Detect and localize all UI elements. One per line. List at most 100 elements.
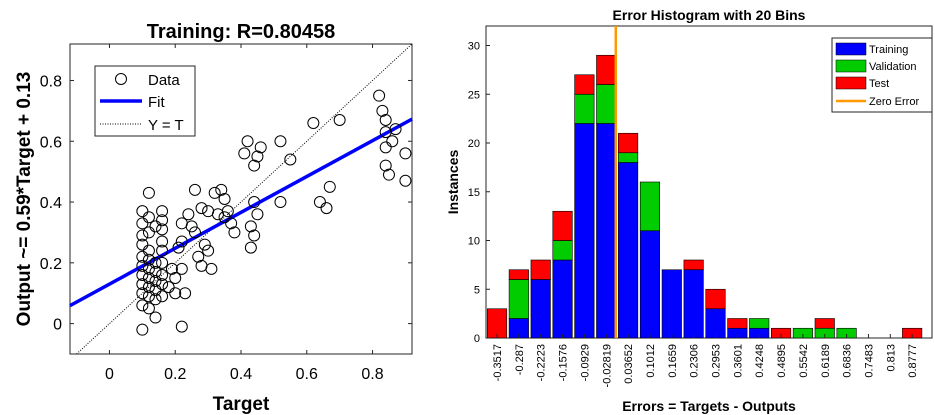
data-point [244, 220, 257, 233]
legend-training-label: Training [869, 44, 908, 56]
legend-validation-label: Validation [869, 61, 917, 73]
regression-plot: 0 0.2 0.4 0.6 0.8 0 0.2 0.4 0.6 0.8 Training: R=… [14, 21, 413, 415]
histogram-bar-test [683, 259, 704, 271]
histogram-x-tick-label: 0.2953 [711, 344, 723, 378]
regression-lines [69, 43, 413, 355]
data-point [307, 117, 320, 130]
regression-x-ticks: 0 0.2 0.4 0.6 0.8 [105, 44, 384, 383]
data-point [142, 211, 155, 224]
data-point [241, 135, 254, 148]
histogram-x-tick-label: 0.2306 [689, 344, 701, 378]
data-point [165, 262, 178, 275]
y-tick-label: 0.6 [40, 134, 62, 151]
histogram-x-tick-label: 0.6189 [820, 344, 832, 378]
data-point [333, 113, 346, 126]
data-point [244, 241, 257, 254]
data-point [142, 290, 155, 303]
data-point [399, 147, 412, 160]
regression-x-label: Target [213, 394, 270, 415]
histogram-x-tick-label: -0.1576 [558, 344, 570, 381]
histogram-x-tick-label: -0.2223 [536, 344, 548, 381]
data-point [162, 281, 175, 294]
data-point [382, 168, 395, 181]
data-point [399, 174, 412, 187]
histogram-bar-training [661, 269, 682, 339]
data-point [156, 256, 169, 269]
data-point [136, 278, 149, 291]
data-point [172, 241, 185, 254]
x-tick-label: 0.4 [230, 366, 252, 383]
histogram-bar-validation [618, 152, 639, 163]
x-tick-label: 0.6 [296, 366, 318, 383]
data-point [149, 256, 162, 269]
legend-test-label: Test [869, 78, 889, 90]
data-point [218, 193, 231, 205]
data-point [379, 141, 392, 154]
data-point [274, 196, 287, 209]
data-point [149, 284, 162, 297]
y-tick-label: 0 [53, 317, 62, 334]
data-point [136, 205, 149, 218]
data-point [248, 196, 261, 209]
histogram-y-tick-label: 15 [468, 187, 480, 199]
data-point [379, 159, 392, 172]
histogram-y-tick-label: 10 [468, 236, 480, 248]
histogram-x-tick-label: 0.1659 [667, 344, 679, 378]
data-point [136, 217, 149, 230]
data-point [205, 262, 218, 275]
data-point [156, 214, 169, 227]
histogram-bar-training [552, 259, 573, 339]
regression-title: Training: R=0.80458 [147, 21, 335, 43]
error-histogram: 0 5 10 15 20 25 30 -0.3517 -0.287 -0.2223 -0.1576… [445, 7, 933, 414]
data-point [192, 250, 205, 263]
histogram-x-tick-label: 0.6836 [842, 344, 854, 378]
data-point [156, 290, 169, 303]
data-point [274, 135, 287, 148]
histogram-x-tick-label: -0.287 [514, 344, 526, 375]
histogram-bar-validation [552, 240, 573, 261]
data-point [142, 186, 155, 199]
legend-identity-label: Y = T [148, 117, 184, 134]
data-point [386, 135, 399, 148]
y-tick-label: 0.8 [40, 73, 62, 90]
data-point [149, 311, 162, 324]
histogram-bar-test [530, 259, 551, 280]
data-point [156, 235, 169, 248]
histogram-bar-test [486, 308, 508, 339]
data-point [376, 104, 389, 117]
x-tick-label: 0 [105, 366, 114, 383]
histogram-bar-validation [639, 181, 661, 232]
data-point [254, 141, 267, 154]
regression-legend: Data Fit Y = T [94, 65, 196, 137]
identity-line [76, 43, 413, 355]
histogram-x-tick-label: 0.8777 [907, 344, 919, 378]
data-point [221, 205, 234, 218]
histogram-bar-validation [596, 84, 617, 124]
regression-points [136, 89, 412, 336]
histogram-bar-training [530, 279, 551, 339]
data-point [251, 208, 264, 221]
histogram-y-label: Instances [445, 149, 461, 214]
data-point [142, 253, 155, 266]
legend-validation-swatch [835, 59, 867, 73]
histogram-bar-test [814, 318, 835, 329]
data-point [284, 153, 297, 166]
data-point [136, 323, 149, 336]
data-point [136, 238, 149, 251]
data-point [313, 196, 326, 209]
data-point [136, 287, 149, 300]
histogram-x-tick-label: -0.02819 [601, 344, 613, 387]
histogram-x-tick-label: 0.3601 [732, 344, 744, 378]
data-point [202, 244, 215, 257]
histogram-bar-training [639, 230, 661, 339]
legend-zero-error-label: Zero Error [869, 96, 919, 108]
regression-y-label: Output ~= 0.59*Target + 0.13 [14, 72, 35, 327]
data-point [149, 275, 162, 288]
histogram-x-tick-label: 0.7483 [863, 344, 875, 378]
data-point [142, 281, 155, 294]
legend-training-swatch [835, 42, 867, 56]
data-point [248, 159, 261, 172]
histogram-bar-test [618, 132, 639, 154]
data-point [228, 226, 241, 239]
fit-line [69, 117, 413, 308]
